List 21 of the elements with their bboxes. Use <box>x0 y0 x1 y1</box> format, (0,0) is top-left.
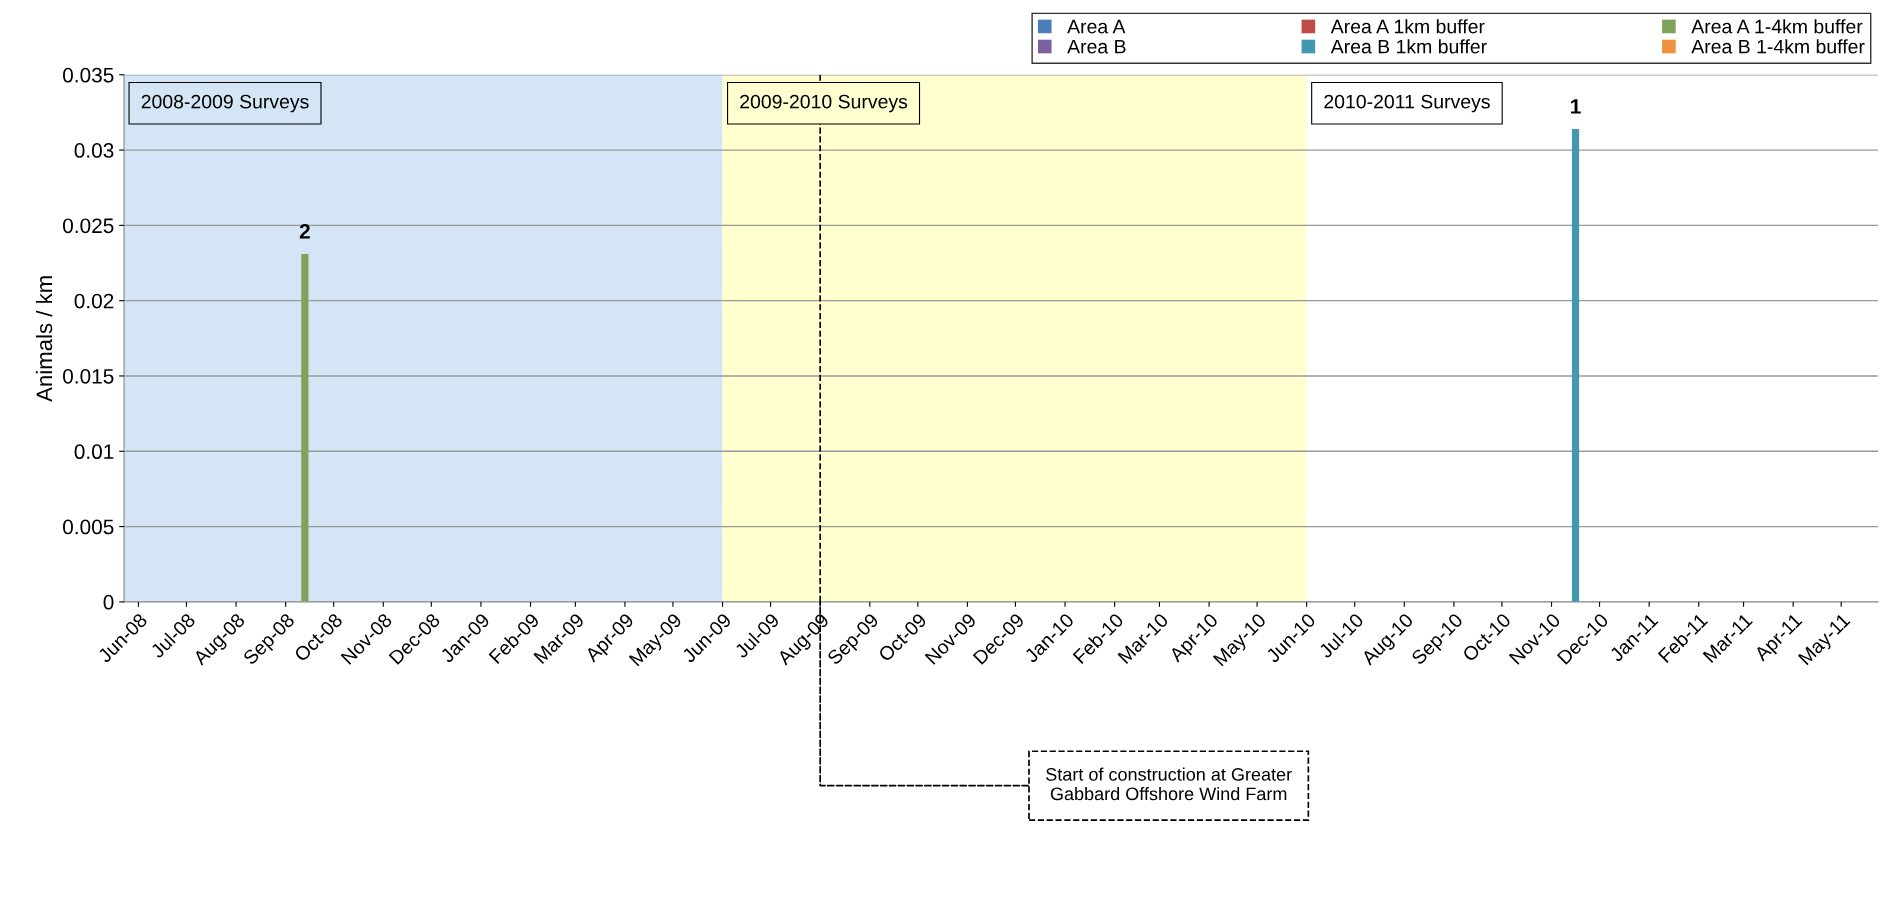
band-label: 2010-2011 Surveys <box>1324 94 1490 113</box>
band-label: 2008-2009 Surveys <box>141 94 309 113</box>
y-tick-label: 0.025 <box>63 218 114 234</box>
y-tick-label: 0.035 <box>63 67 114 83</box>
y-tick-label: 0.03 <box>74 143 114 158</box>
legend-label: Area A <box>1067 19 1126 34</box>
ref-line-label: Start of construction at Greater Gabbard Offshore Wind Farm <box>1046 767 1292 801</box>
legend-label: Area A 1km buffer <box>1330 19 1485 34</box>
y-tick-label: 0.005 <box>63 519 114 535</box>
y-tick-label: 0.015 <box>63 368 114 384</box>
y-axis-title: Animals / km <box>35 276 53 402</box>
annotation: 1 <box>1571 99 1581 114</box>
band-label: 2009-2010 Surveys <box>740 94 908 113</box>
annotation: 2 <box>299 224 310 239</box>
y-tick-label: 0.02 <box>74 293 114 309</box>
legend-label: Area B <box>1067 39 1126 54</box>
y-tick-label: 0 <box>103 594 114 610</box>
legend-label: Area A 1-4km buffer <box>1691 19 1863 34</box>
legend-label: Area B 1km buffer <box>1330 39 1487 54</box>
y-tick-label: 0.01 <box>74 444 114 460</box>
legend-label: Area B 1-4km buffer <box>1691 39 1865 54</box>
